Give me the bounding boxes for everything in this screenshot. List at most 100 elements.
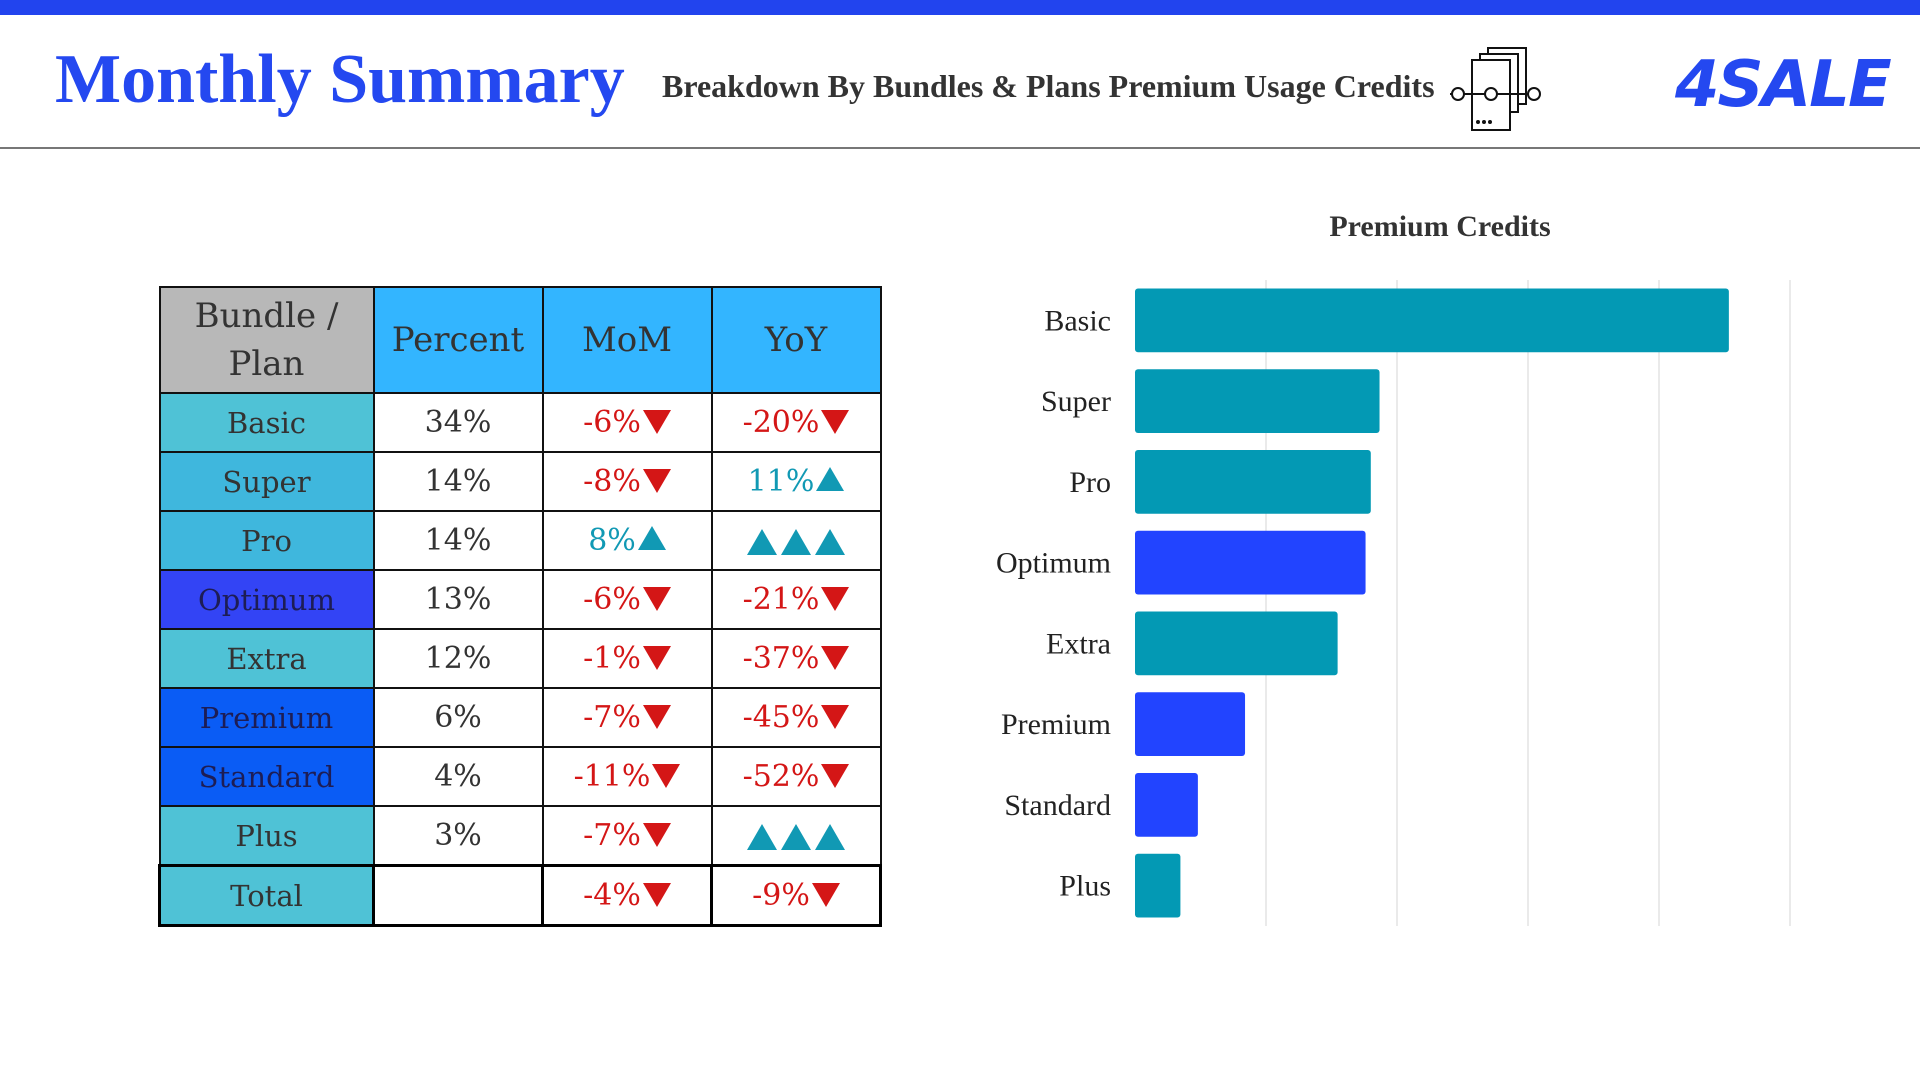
category-label: Extra	[1046, 627, 1111, 660]
yoy-cell: -37%	[710, 628, 882, 689]
arrow-down-icon	[642, 705, 671, 729]
bundle-cell: Pro	[158, 510, 375, 571]
arrow-down-icon	[652, 764, 681, 788]
page-subtitle: Breakdown By Bundles & Plans Premium Usa…	[662, 68, 1435, 104]
arrow-down-icon	[642, 883, 671, 907]
bundle-cell: Standard	[158, 746, 375, 807]
arrow-up-icon	[816, 467, 845, 491]
table-row: Basic 34% -6% -20%	[158, 392, 882, 453]
mom-cell-value: -6%	[583, 405, 641, 440]
percent-cell: 13%	[372, 569, 544, 630]
bundle-cell: Basic	[158, 392, 375, 453]
table-row: Pro 14% 8%	[158, 510, 882, 571]
yoy-cell	[710, 510, 882, 571]
summary-table: Bundle / Plan Percent MoM YoY Basic 34% -6…	[158, 286, 882, 927]
arrow-down-icon	[642, 587, 671, 611]
table-header-row: Bundle / Plan Percent MoM YoY	[158, 286, 882, 394]
category-label: Super	[1041, 385, 1111, 418]
percent-cell: 12%	[372, 628, 544, 689]
arrow-down-icon	[642, 469, 671, 493]
yoy-cell: -21%	[710, 569, 882, 630]
mom-cell-value: -8%	[583, 464, 641, 499]
bar-pro	[1135, 449, 1371, 514]
category-label: Basic	[1044, 304, 1111, 337]
yoy-cell-value: -21%	[742, 582, 820, 617]
total-label-cell: Total	[158, 864, 375, 927]
total-mom-cell: -4%	[541, 864, 713, 927]
triple-up-arrow-icon	[747, 824, 845, 850]
bundle-cell: Optimum	[158, 569, 375, 630]
yoy-cell: -20%	[710, 392, 882, 453]
mom-cell: 8%	[541, 510, 713, 571]
chart-title: Premium Credits	[1329, 210, 1551, 243]
header-bundle-plan: Bundle / Plan	[158, 286, 375, 394]
mom-cell-value: -7%	[583, 818, 641, 853]
yoy-cell: 11%	[710, 451, 882, 512]
triple-up-arrow-icon	[747, 529, 845, 555]
category-label: Pro	[1069, 466, 1111, 499]
mom-cell: -11%	[541, 746, 713, 807]
total-yoy-cell: -9%	[710, 864, 882, 927]
percent-cell: 4%	[372, 746, 544, 807]
premium-credits-chart: Basic Super Pro Optimum Extra Premium Standard…	[996, 280, 1791, 926]
top-accent-bar	[0, 0, 1920, 15]
percent-cell: 34%	[372, 392, 544, 453]
bar-super	[1135, 369, 1380, 434]
arrow-down-icon	[821, 646, 850, 670]
mom-cell-value: -11%	[573, 759, 651, 794]
percent-cell: 3%	[372, 805, 544, 867]
yoy-cell-value: -20%	[742, 405, 820, 440]
bundle-cell: Premium	[158, 687, 375, 748]
header-divider	[0, 147, 1920, 149]
total-mom-cell-value: -4%	[583, 878, 641, 913]
mom-cell: -6%	[541, 392, 713, 453]
yoy-cell	[710, 805, 882, 867]
arrow-down-icon	[642, 823, 671, 847]
total-percent-cell	[372, 864, 544, 927]
header-mom: MoM	[541, 286, 713, 394]
arrow-down-icon	[642, 646, 671, 670]
mom-cell: -6%	[541, 569, 713, 630]
yoy-cell: -45%	[710, 687, 882, 748]
arrow-down-icon	[821, 410, 850, 434]
bar-plus	[1135, 853, 1181, 918]
yoy-cell-value: -45%	[742, 700, 820, 735]
category-label: Optimum	[996, 547, 1111, 580]
page-title: Monthly Summary	[55, 41, 625, 118]
table-row: Plus 3% -7%	[158, 805, 882, 867]
header-yoy: YoY	[710, 286, 882, 394]
header-percent: Percent	[372, 286, 544, 394]
arrow-down-icon	[821, 764, 850, 788]
arrow-down-icon	[821, 705, 850, 729]
category-label: Premium	[1001, 708, 1111, 741]
table-row: Standard 4% -11% -52%	[158, 746, 882, 807]
arrow-up-icon	[637, 526, 666, 550]
yoy-cell-value: -37%	[742, 641, 820, 676]
bar-optimum	[1135, 530, 1366, 595]
mom-cell-value: -1%	[583, 641, 641, 676]
bar-basic	[1135, 288, 1729, 353]
yoy-cell: -52%	[710, 746, 882, 807]
yoy-cell-value: -52%	[742, 759, 820, 794]
percent-cell: 6%	[372, 687, 544, 748]
table-row: Extra 12% -1% -37%	[158, 628, 882, 689]
arrow-down-icon	[642, 410, 671, 434]
bundle-cell: Super	[158, 451, 375, 512]
table-row: Premium 6% -7% -45%	[158, 687, 882, 748]
total-row: Total -4% -9%	[158, 864, 882, 927]
mom-cell-value: 8%	[588, 523, 636, 558]
bundle-cell: Plus	[158, 805, 375, 867]
documents-icon	[1450, 47, 1542, 131]
mom-cell-value: -6%	[583, 582, 641, 617]
total-yoy-cell-value: -9%	[752, 878, 810, 913]
category-label: Plus	[1059, 870, 1111, 903]
mom-cell: -7%	[541, 687, 713, 748]
table-row: Optimum 13% -6% -21%	[158, 569, 882, 630]
arrow-down-icon	[821, 587, 850, 611]
mom-cell: -7%	[541, 805, 713, 867]
percent-cell: 14%	[372, 451, 544, 512]
brand-logo: 4SALE	[1675, 48, 1892, 122]
category-label: Standard	[1004, 789, 1111, 822]
mom-cell: -1%	[541, 628, 713, 689]
mom-cell: -8%	[541, 451, 713, 512]
